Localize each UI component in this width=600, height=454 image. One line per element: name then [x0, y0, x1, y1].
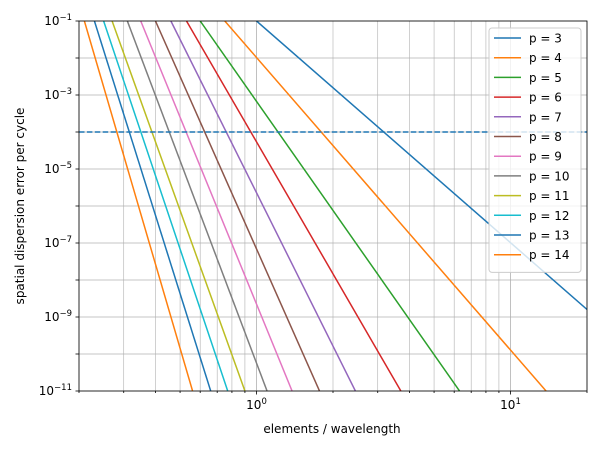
y-tick-label: 10−1 — [44, 13, 72, 28]
legend-label: p = 12 — [529, 209, 570, 223]
legend-label: p = 4 — [529, 51, 562, 65]
legend-label: p = 6 — [529, 91, 562, 105]
legend-label: p = 14 — [529, 248, 570, 262]
y-tick-label: 10−9 — [44, 309, 72, 324]
series-line-5 — [170, 21, 357, 391]
series-line-2 — [224, 21, 547, 391]
series-group — [79, 21, 587, 391]
y-tick-label: 10−3 — [44, 87, 72, 102]
legend-label: p = 3 — [529, 32, 562, 46]
series-line-10 — [102, 21, 229, 391]
legend-label: p = 5 — [529, 71, 562, 85]
legend-label: p = 13 — [529, 229, 570, 243]
series-line-7 — [140, 21, 293, 391]
y-tick-label: 10−11 — [39, 383, 72, 398]
x-tick-label: 101 — [500, 397, 521, 412]
x-tick-label: 100 — [246, 397, 267, 412]
y-tick-label: 10−5 — [44, 161, 72, 176]
series-line-12 — [83, 21, 194, 391]
y-axis-label: spatial dispersion error per cycle — [13, 108, 27, 305]
legend-box — [488, 27, 582, 273]
legend-label: p = 8 — [529, 130, 562, 144]
legend-label: p = 7 — [529, 110, 562, 124]
y-tick-label: 10−7 — [44, 235, 72, 250]
series-line-3 — [199, 21, 461, 391]
x-axis-label: elements / wavelength — [263, 422, 400, 436]
legend: p = 3 p = 4 p = 5 p = 6 p = 7 p = 8 p = 9 p = 1… — [488, 27, 582, 273]
series-line-8 — [126, 21, 268, 391]
legend-label: p = 9 — [529, 150, 562, 164]
series-line-6 — [154, 21, 321, 391]
series-line-11 — [93, 21, 212, 391]
legend-label: p = 10 — [529, 169, 570, 183]
series-line-9 — [111, 21, 246, 391]
legend-label: p = 11 — [529, 189, 570, 203]
series-line-4 — [185, 21, 402, 391]
